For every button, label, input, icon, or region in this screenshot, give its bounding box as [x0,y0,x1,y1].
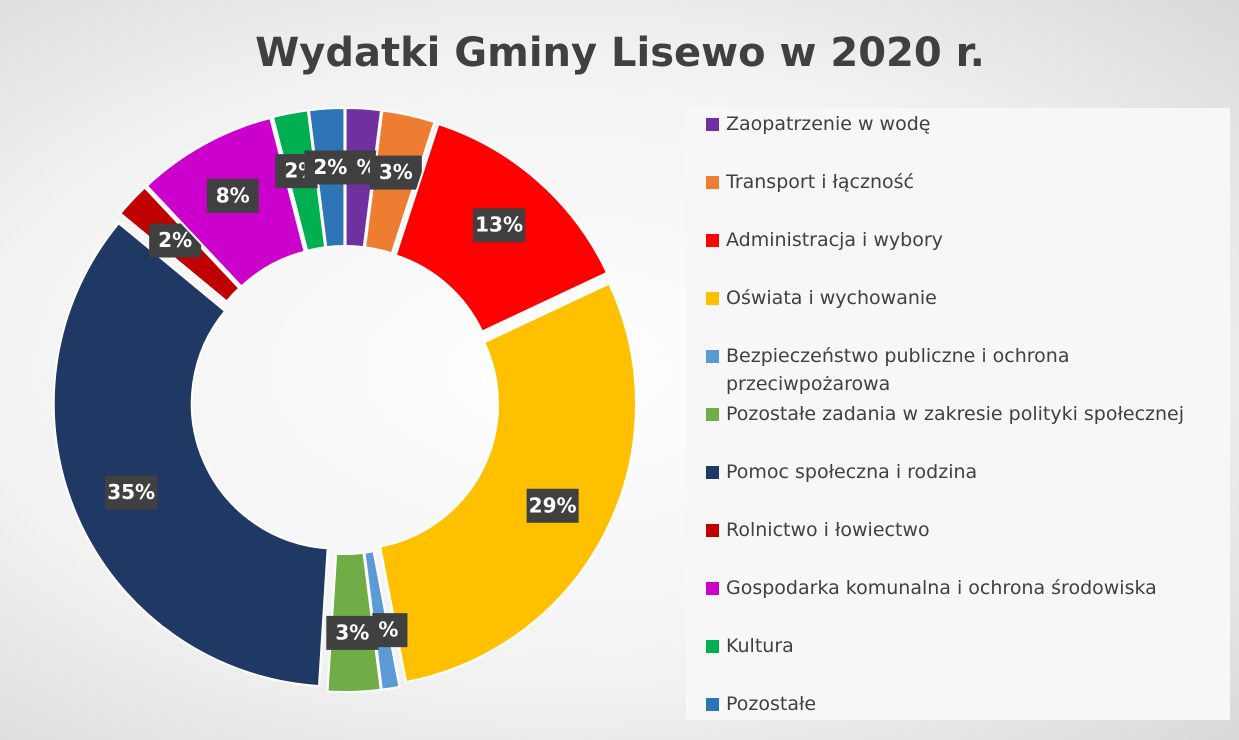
legend-swatch [706,292,719,305]
legend-label: Bezpieczeństwo publiczne i ochrona przec… [726,345,1070,395]
data-label: 2% [304,150,357,185]
legend-label: Oświata i wychowanie [726,287,937,309]
data-label-text: 2% [158,228,192,252]
legend-item: Zaopatrzenie w wodę [706,110,1206,138]
legend-item: Administracja i wybory [706,226,1206,254]
data-label-box [105,475,158,510]
legend-label: Gospodarka komunalna i ochrona środowisk… [726,577,1157,599]
legend-swatch [706,698,719,711]
legend: Zaopatrzenie w wodę Transport i łączność A… [686,108,1230,720]
legend-swatch [706,234,719,247]
data-label-box [304,150,357,185]
legend-item: Gospodarka komunalna i ochrona środowisk… [706,574,1206,602]
data-label-text: 13% [475,213,523,237]
legend-swatch [706,118,719,131]
data-label-box [473,208,526,243]
legend-label: Pomoc społeczna i rodzina [726,461,978,483]
data-label: 8% [206,178,259,213]
legend-label: Administracja i wybory [726,229,943,251]
legend-label: Rolnictwo i łowiectwo [726,519,930,541]
data-label-box [369,155,422,190]
chart-title: Wydatki Gminy Lisewo w 2020 r. [255,30,985,76]
data-label-text: 8% [216,183,250,207]
legend-item: Rolnictwo i łowiectwo [706,516,1206,544]
data-label: 3% [326,615,379,650]
data-label: 35% [105,475,158,510]
legend-label: Zaopatrzenie w wodę [726,113,931,135]
legend-item: Oświata i wychowanie [706,284,1206,312]
legend-swatch [706,408,719,421]
legend-swatch [706,350,719,363]
legend-label: Pozostałe [726,693,817,715]
legend-item: Kultura [706,632,1206,660]
donut-slice [52,221,329,688]
data-label-text: 2% [313,155,347,179]
legend-swatch [706,176,719,189]
data-label-box [326,615,379,650]
data-label-box [206,178,259,213]
data-label-text: 3% [335,620,369,644]
legend-item: Transport i łączność [706,168,1206,196]
legend-item: Pomoc społeczna i rodzina [706,458,1206,486]
legend-item: Bezpieczeństwo publiczne i ochrona przec… [706,342,1206,398]
donut-slice [379,282,638,684]
data-label-text: 35% [107,480,155,504]
data-label-text: 29% [529,493,577,517]
legend-label: Transport i łączność [726,171,914,193]
data-label-text: 3% [379,160,413,184]
data-label: 29% [526,488,579,523]
legend-swatch [706,582,719,595]
legend-item: Pozostałe zadania w zakresie polityki sp… [706,400,1206,428]
data-label: 13% [473,208,526,243]
data-label-box [526,488,579,523]
legend-swatch [706,640,719,653]
legend-label: Kultura [726,635,794,657]
legend-swatch [706,466,719,479]
data-label: 3% [369,155,422,190]
legend-item: Pozostałe [706,690,1206,718]
legend-label: Pozostałe zadania w zakresie polityki sp… [726,403,1184,425]
legend-swatch [706,524,719,537]
